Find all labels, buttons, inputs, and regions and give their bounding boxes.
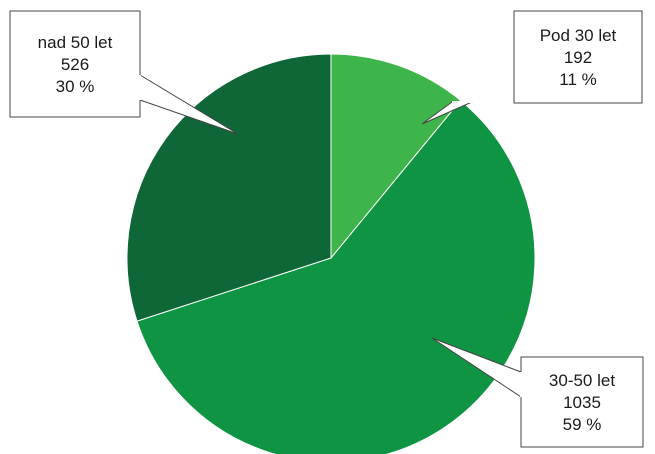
slice-label: nad 50 let — [38, 33, 113, 52]
slice-value: 192 — [564, 48, 592, 67]
slice-value: 526 — [61, 55, 89, 74]
callout-1: Pod 30 let 192 11 % — [422, 11, 642, 124]
slice-percent: 59 % — [563, 415, 602, 434]
slice-label: 30-50 let — [549, 371, 615, 390]
slice-percent: 11 % — [559, 70, 597, 89]
slice-value: 1035 — [563, 393, 601, 412]
callout-3: nad 50 let 526 30 % — [10, 11, 238, 134]
slice-label: Pod 30 let — [540, 26, 617, 45]
slice-percent: 30 % — [56, 77, 95, 96]
